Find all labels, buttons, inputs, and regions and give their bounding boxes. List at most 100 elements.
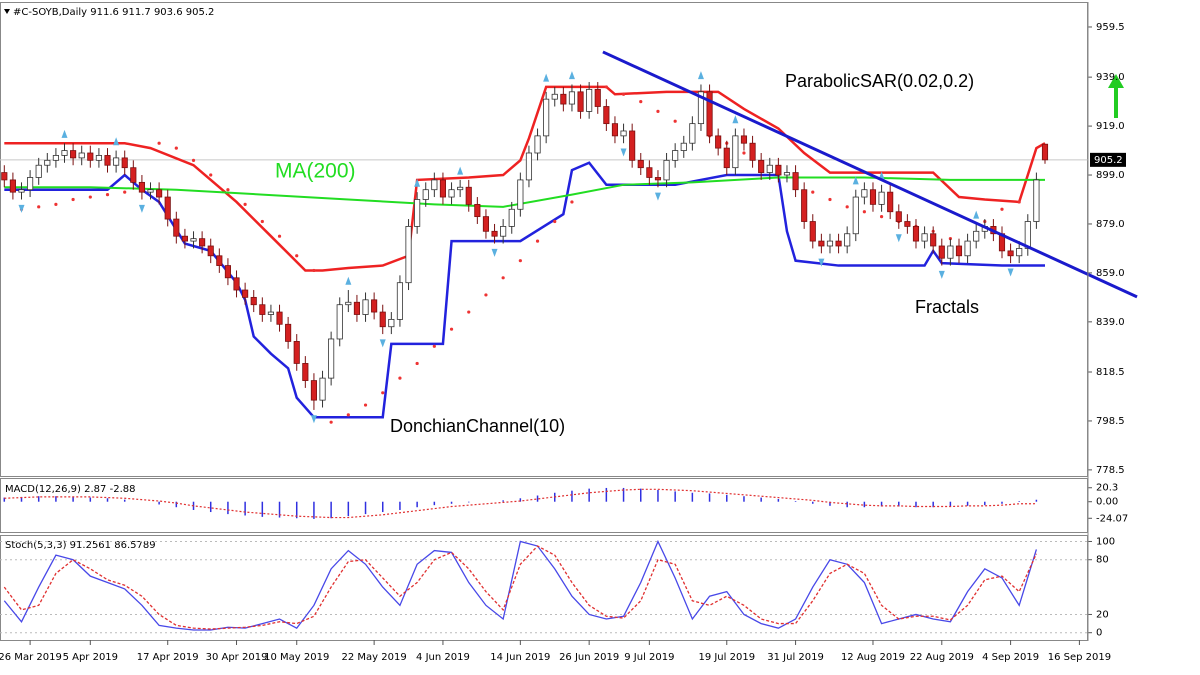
macd-name: MACD(12,26,9) (5, 484, 81, 495)
sar-dot (467, 310, 471, 314)
stoch-signal: 86.5789 (114, 540, 155, 551)
candle-body (964, 240, 971, 257)
candle-body (491, 230, 498, 237)
x-tick-label: 9 Jul 2019 (624, 652, 674, 663)
sar-dot (501, 276, 505, 280)
y-tick-label: 20 (1096, 609, 1109, 620)
y-tick-label: 879.0 (1096, 219, 1125, 230)
y-tick-label: 0.00 (1096, 497, 1118, 508)
candle-body (138, 181, 145, 193)
candle-body (663, 159, 670, 181)
sar-dot (123, 190, 127, 194)
candle-body (577, 91, 584, 112)
x-tick-label: 4 Jun 2019 (416, 652, 470, 663)
y-tick-label: 899.0 (1096, 170, 1125, 181)
candle-body (95, 155, 102, 161)
candle-body (78, 152, 85, 159)
sar-dot (449, 327, 454, 331)
candle-body (164, 196, 171, 220)
candle-body (508, 208, 515, 227)
candle-body (52, 155, 59, 161)
candle-body (181, 235, 188, 242)
ma-label: MA(200) (275, 160, 356, 183)
candle-body (620, 130, 627, 137)
candle-body (852, 196, 859, 235)
candle-body (233, 277, 240, 291)
fractal-up (61, 129, 68, 138)
candle-body (113, 157, 120, 166)
candle-body (654, 177, 662, 181)
candle-body (500, 226, 507, 237)
candle-body (689, 123, 696, 144)
candle-body (422, 189, 429, 200)
candle-body (61, 150, 68, 156)
candle-body (904, 221, 911, 227)
sar-dot (363, 403, 368, 407)
sar-dot (862, 210, 866, 214)
fractal-down (310, 415, 317, 424)
candle-body (267, 311, 274, 315)
candle-body (766, 164, 773, 173)
candle-body (9, 179, 16, 193)
sar-dot (209, 173, 213, 177)
candle-body (792, 172, 799, 191)
x-tick-label: 14 Jun 2019 (490, 652, 550, 663)
x-tick-label: 19 Jul 2019 (698, 652, 755, 663)
sar-dot (105, 192, 110, 197)
candle-body (1041, 143, 1049, 161)
candle-body (250, 296, 257, 306)
sar-dot (260, 219, 264, 224)
candle-body (568, 91, 576, 105)
candle-body (388, 318, 395, 328)
candle-body (603, 106, 610, 125)
candle-body (646, 167, 653, 178)
candle-body (818, 240, 825, 247)
candle-body (35, 164, 42, 178)
candle-body (302, 363, 309, 381)
candle-body (1, 172, 8, 181)
candle-body (1016, 248, 1023, 257)
candle-body (921, 233, 928, 242)
y-tick-label: 0 (1096, 628, 1102, 639)
y-tick-label: 778.5 (1096, 465, 1125, 476)
sar-dot (398, 376, 402, 380)
candle-body (362, 299, 369, 315)
candle-body (801, 189, 808, 222)
x-tick-label: 30 Apr 2019 (206, 652, 268, 663)
candle-body (405, 226, 412, 284)
y-tick-label: 919.0 (1096, 121, 1125, 132)
sar-dot (88, 195, 92, 199)
x-tick-label: 26 Jun 2019 (559, 652, 619, 663)
candle-body (87, 152, 94, 161)
price-box (1090, 152, 1126, 167)
sar-dot (415, 361, 419, 366)
fractal-up (568, 71, 575, 80)
sar-dot (553, 219, 557, 224)
sar-dot (484, 293, 488, 297)
fractal-down (895, 234, 902, 243)
candle-body (783, 172, 791, 176)
candle-body (611, 123, 619, 137)
candle-body (216, 255, 223, 266)
candle-body (396, 282, 404, 320)
candle-body (173, 218, 180, 237)
fractal-up (732, 115, 739, 124)
x-tick-label: 22 May 2019 (342, 652, 407, 663)
candle-body (844, 233, 851, 247)
sar-dot (811, 190, 815, 194)
stoch-title: Stoch(5,3,3) 91.2561 86.5789 (5, 540, 156, 551)
sar-dot (191, 158, 196, 162)
x-tick-label: 5 Apr 2019 (63, 652, 118, 663)
candle-body (130, 167, 137, 183)
y-tick-label: 839.0 (1096, 317, 1125, 328)
candle-body (973, 230, 980, 242)
fractal-down (18, 204, 25, 213)
candle-body (560, 93, 567, 105)
y-tick-label: 818.5 (1096, 367, 1125, 378)
sar-dot (37, 205, 41, 209)
sar-dot (277, 234, 282, 238)
candle-body (353, 301, 360, 315)
candle-body (448, 189, 455, 198)
donchian-label: DonchianChannel(10) (390, 416, 565, 436)
